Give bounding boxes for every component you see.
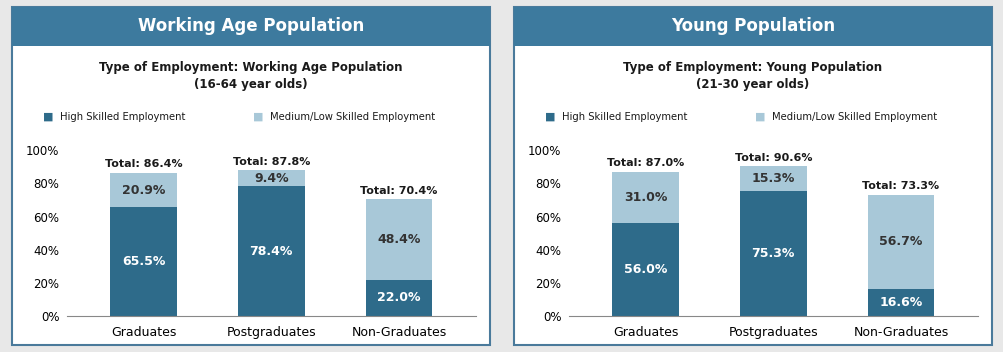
Text: 56.7%: 56.7% bbox=[879, 235, 922, 248]
Bar bbox=[365, 199, 431, 280]
Text: 78.4%: 78.4% bbox=[250, 245, 293, 258]
Bar bbox=[238, 170, 304, 186]
Text: High Skilled Employment: High Skilled Employment bbox=[562, 112, 686, 122]
Bar bbox=[867, 195, 933, 289]
Bar bbox=[110, 173, 177, 207]
Text: Working Age Population: Working Age Population bbox=[137, 18, 364, 36]
Text: 65.5%: 65.5% bbox=[121, 255, 165, 268]
Text: ■: ■ bbox=[545, 112, 555, 122]
Text: ■: ■ bbox=[253, 112, 264, 122]
Bar bbox=[867, 289, 933, 316]
Text: Total: 73.3%: Total: 73.3% bbox=[862, 181, 939, 191]
Text: 48.4%: 48.4% bbox=[377, 233, 420, 246]
Bar bbox=[12, 7, 489, 46]
Bar bbox=[514, 7, 991, 46]
Text: Total: 86.4%: Total: 86.4% bbox=[104, 159, 183, 169]
Text: 15.3%: 15.3% bbox=[751, 172, 794, 185]
Text: Type of Employment: Working Age Population
(16-64 year olds): Type of Employment: Working Age Populati… bbox=[99, 61, 402, 91]
Bar bbox=[739, 191, 805, 316]
Text: 20.9%: 20.9% bbox=[121, 184, 165, 197]
Text: Young Population: Young Population bbox=[670, 18, 834, 36]
Text: High Skilled Employment: High Skilled Employment bbox=[60, 112, 185, 122]
Text: ■: ■ bbox=[43, 112, 53, 122]
Text: Total: 87.0%: Total: 87.0% bbox=[607, 158, 684, 169]
Text: 31.0%: 31.0% bbox=[623, 191, 667, 204]
Text: 56.0%: 56.0% bbox=[623, 263, 667, 276]
Text: 22.0%: 22.0% bbox=[377, 291, 420, 304]
Text: Total: 90.6%: Total: 90.6% bbox=[734, 152, 811, 163]
Text: Medium/Low Skilled Employment: Medium/Low Skilled Employment bbox=[771, 112, 937, 122]
Text: 75.3%: 75.3% bbox=[751, 247, 794, 260]
Bar bbox=[612, 223, 678, 316]
Bar bbox=[238, 186, 304, 316]
Text: Total: 87.8%: Total: 87.8% bbox=[233, 157, 310, 167]
Bar bbox=[612, 172, 678, 223]
Bar bbox=[110, 207, 177, 316]
Bar bbox=[739, 166, 805, 191]
Text: Type of Employment: Young Population
(21-30 year olds): Type of Employment: Young Population (21… bbox=[623, 61, 882, 91]
Text: Total: 70.4%: Total: 70.4% bbox=[360, 186, 437, 196]
Text: 9.4%: 9.4% bbox=[254, 172, 288, 185]
Text: Medium/Low Skilled Employment: Medium/Low Skilled Employment bbox=[270, 112, 435, 122]
Text: ■: ■ bbox=[754, 112, 765, 122]
Bar bbox=[365, 280, 431, 316]
Text: 16.6%: 16.6% bbox=[879, 296, 922, 309]
